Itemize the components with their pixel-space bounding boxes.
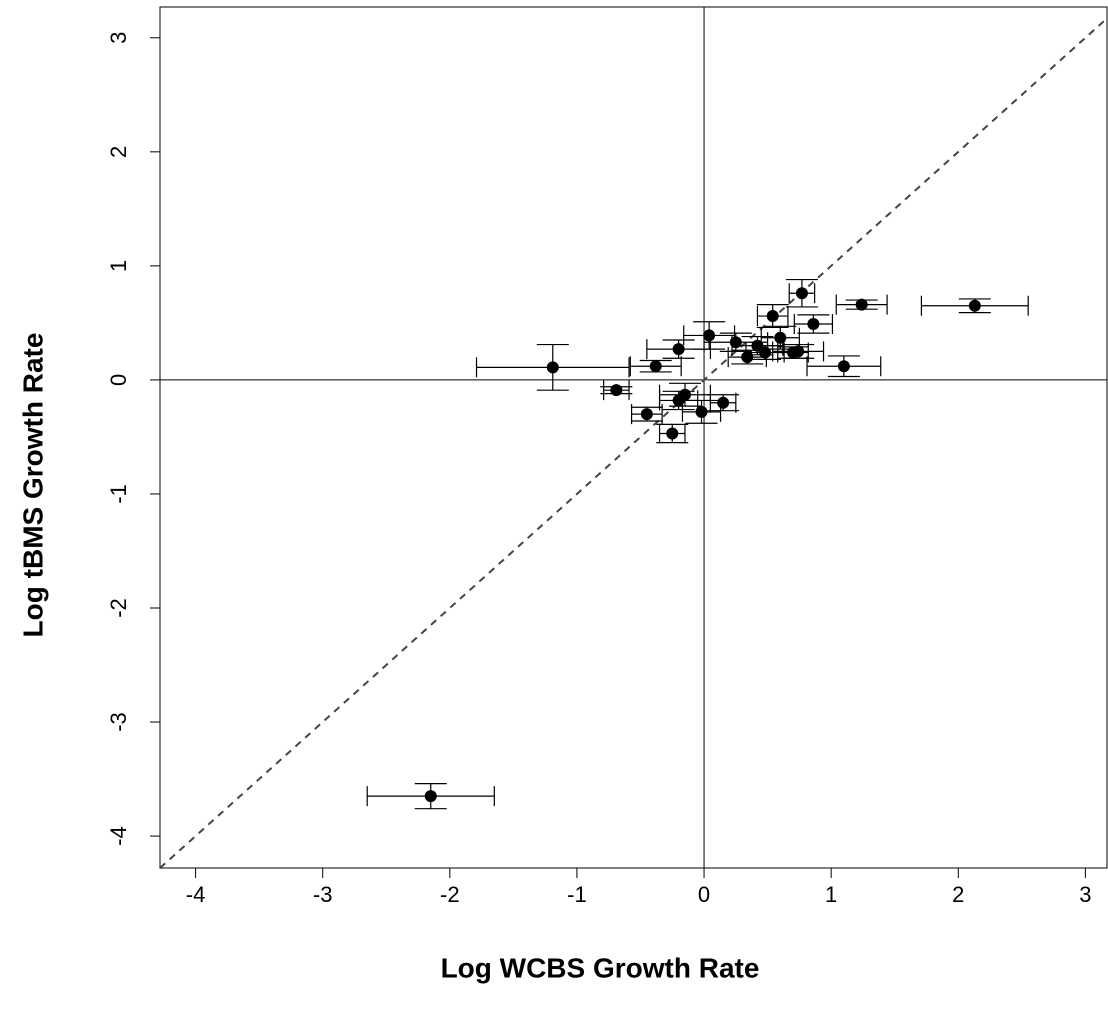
x-tick-label: -1: [567, 882, 587, 907]
y-tick-label: -1: [106, 484, 131, 504]
y-tick-label: 0: [106, 374, 131, 386]
plot-frame: [159, 6, 1108, 869]
x-tick-label: -3: [313, 882, 333, 907]
point: [766, 310, 779, 323]
point: [666, 427, 679, 440]
point: [424, 790, 437, 803]
y-tick-label: -4: [106, 826, 131, 846]
point: [855, 298, 868, 311]
y-axis-title: Log tBMS Growth Rate: [17, 333, 48, 638]
y-tick-label: 1: [106, 260, 131, 272]
point: [837, 360, 850, 373]
x-axis-title: Log WCBS Growth Rate: [441, 952, 760, 983]
x-tick-label: 3: [1079, 882, 1091, 907]
point: [968, 299, 981, 312]
point: [546, 361, 559, 374]
x-tick-label: 2: [952, 882, 964, 907]
point: [640, 408, 653, 421]
point: [717, 396, 730, 409]
x-tick-label: 0: [698, 882, 710, 907]
point: [610, 384, 623, 397]
identity-line: [160, 17, 1107, 868]
point: [703, 329, 716, 342]
point: [649, 360, 662, 373]
y-tick-label: -2: [106, 598, 131, 618]
x-tick-label: 1: [825, 882, 837, 907]
point: [695, 405, 708, 418]
point: [741, 351, 754, 364]
y-tick-label: 3: [106, 32, 131, 44]
point: [672, 343, 685, 356]
point: [774, 331, 787, 344]
x-tick-label: -2: [440, 882, 460, 907]
point: [807, 318, 820, 331]
y-tick-label: -3: [106, 712, 131, 732]
point: [792, 345, 805, 358]
point: [759, 346, 772, 359]
x-tick-label: -4: [186, 882, 206, 907]
y-tick-label: 2: [106, 146, 131, 158]
point: [795, 287, 808, 300]
point: [678, 388, 691, 401]
